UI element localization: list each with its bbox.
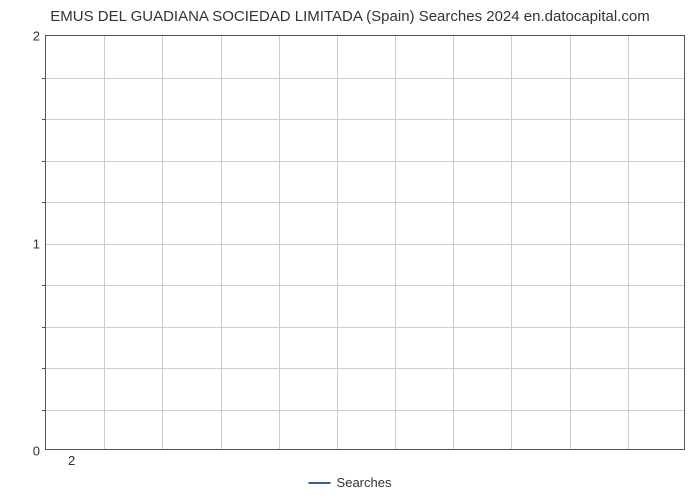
grid-line-horizontal: [46, 410, 684, 411]
y-tick-label: 2: [33, 29, 46, 44]
grid-line-vertical: [104, 36, 105, 449]
y-minor-tick: [42, 368, 46, 369]
y-tick-label: 0: [33, 444, 46, 459]
y-minor-tick: [42, 119, 46, 120]
grid-line-vertical: [628, 36, 629, 449]
grid-line-vertical: [221, 36, 222, 449]
grid-line-horizontal: [46, 327, 684, 328]
grid-line-vertical: [337, 36, 338, 449]
grid-line-vertical: [511, 36, 512, 449]
legend-label: Searches: [337, 475, 392, 490]
grid-line-horizontal: [46, 285, 684, 286]
plot-area: 0122: [45, 35, 685, 450]
legend-swatch: [309, 482, 331, 484]
grid-line-horizontal: [46, 244, 684, 245]
x-tick-label: 2: [68, 449, 75, 468]
grid-line-horizontal: [46, 202, 684, 203]
y-minor-tick: [42, 410, 46, 411]
chart-title: EMUS DEL GUADIANA SOCIEDAD LIMITADA (Spa…: [0, 0, 700, 25]
grid-line-vertical: [570, 36, 571, 449]
grid-line-vertical: [395, 36, 396, 449]
grid-line-horizontal: [46, 78, 684, 79]
grid-line-vertical: [453, 36, 454, 449]
y-minor-tick: [42, 285, 46, 286]
grid-line-horizontal: [46, 161, 684, 162]
grid-line-vertical: [279, 36, 280, 449]
y-tick-label: 1: [33, 236, 46, 251]
y-minor-tick: [42, 78, 46, 79]
y-minor-tick: [42, 161, 46, 162]
legend: Searches: [309, 475, 392, 490]
y-minor-tick: [42, 202, 46, 203]
grid-line-horizontal: [46, 119, 684, 120]
grid-line-horizontal: [46, 368, 684, 369]
chart-container: EMUS DEL GUADIANA SOCIEDAD LIMITADA (Spa…: [0, 0, 700, 500]
y-minor-tick: [42, 327, 46, 328]
grid-line-vertical: [162, 36, 163, 449]
